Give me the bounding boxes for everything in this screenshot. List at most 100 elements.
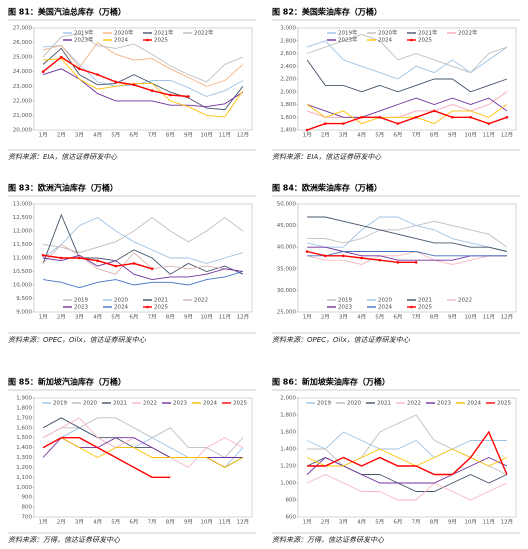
y-tick-label: 1,000 (16, 485, 32, 491)
series-marker (396, 261, 400, 264)
legend-label: 2025 (497, 401, 511, 407)
x-tick-label: 2月 (57, 314, 66, 321)
x-tick-label: 9月 (184, 314, 193, 321)
x-tick-label: 12月 (237, 314, 250, 321)
x-tick-label: 3月 (75, 132, 84, 139)
plot-frame (297, 397, 517, 518)
x-tick-label: 7月 (412, 519, 421, 526)
legend-label: 2023 (173, 401, 187, 407)
series-marker (59, 55, 63, 59)
x-tick-label: 2月 (321, 132, 330, 139)
legend-label: 2024 (378, 38, 392, 44)
x-tick-label: 3月 (339, 519, 348, 526)
legend-label: 2025 (418, 38, 432, 44)
series-marker (505, 115, 509, 119)
x-tick-label: 3月 (75, 314, 84, 321)
y-tick-label: 20,000 (13, 128, 33, 134)
y-tick-label: 45,000 (277, 223, 297, 229)
legend-marker (410, 38, 413, 42)
x-tick-label: 12月 (501, 519, 514, 526)
y-tick-label: 1,800 (280, 413, 296, 419)
x-tick-label: 10月 (464, 519, 477, 526)
x-tick-label: 5月 (375, 519, 384, 526)
series-line (306, 40, 508, 80)
series-marker (360, 256, 363, 260)
x-tick-label: 6月 (393, 519, 402, 526)
x-tick-label: 4月 (357, 519, 366, 526)
x-tick-label: 11月 (483, 132, 496, 139)
x-tick-label: 4月 (93, 519, 102, 526)
legend-label: 2021 (418, 298, 432, 304)
series-line (306, 456, 508, 484)
x-tick-label: 12月 (501, 132, 514, 139)
x-tick-label: 9月 (448, 519, 457, 526)
y-tick-label: 24,000 (13, 69, 33, 75)
x-tick-label: 5月 (375, 132, 384, 139)
series-marker (432, 109, 436, 113)
legend-label: 2021 (377, 401, 391, 407)
x-tick-label: 5月 (111, 519, 120, 526)
y-tick-label: 30,000 (277, 288, 297, 294)
series-marker (187, 95, 190, 98)
x-tick-label: 11月 (219, 314, 232, 321)
legend-label: 2020 (378, 298, 392, 304)
series-line (43, 271, 244, 289)
series-line (42, 33, 244, 83)
series-marker (305, 250, 309, 253)
x-tick-label: 3月 (339, 132, 348, 139)
series-line (43, 216, 244, 254)
legend-label: 2025 (154, 305, 168, 311)
y-tick-label: 1,600 (16, 425, 32, 431)
x-tick-label: 8月 (430, 132, 439, 139)
series-marker (78, 256, 81, 260)
series-line (306, 110, 508, 131)
y-tick-label: 22,000 (13, 98, 33, 104)
series-marker (396, 122, 400, 125)
x-tick-label: 4月 (93, 314, 102, 321)
series-line (306, 448, 508, 467)
series-line (306, 474, 508, 501)
x-tick-label: 11月 (219, 132, 232, 139)
series-marker (323, 254, 327, 258)
x-tick-label: 1月 (39, 519, 48, 526)
panel-title: 图 86：新加坡柴油库存（万桶） (272, 377, 390, 387)
y-tick-label: 2,200 (280, 77, 296, 83)
legend-label: 2021 (154, 298, 168, 304)
source-note: 资料来源：OPEC，Oilx，信达证券研发中心 (8, 336, 147, 344)
x-tick-label: 1月 (303, 314, 312, 321)
series-marker (305, 128, 309, 132)
legend-label: 2023年 (74, 36, 94, 44)
x-tick-label: 10月 (200, 132, 213, 139)
y-tick-label: 2,000 (280, 89, 296, 95)
x-tick-label: 6月 (129, 314, 138, 321)
legend-label: 2025 (418, 305, 432, 311)
legend-label: 2020年 (114, 29, 134, 37)
plot-frame (297, 203, 517, 313)
series-marker (342, 254, 345, 258)
x-tick-label: 4月 (93, 132, 102, 139)
y-tick-label: 2,800 (280, 38, 296, 44)
y-tick-label: 13,000 (13, 202, 33, 208)
y-tick-label: 26,000 (13, 40, 33, 46)
x-tick-label: 4月 (357, 132, 366, 139)
legend-label: 2022 (143, 401, 157, 407)
x-tick-label: 9月 (184, 519, 193, 526)
legend-label: 2019年 (338, 29, 358, 37)
x-tick-label: 1月 (39, 132, 48, 139)
y-tick-label: 21,000 (13, 113, 33, 119)
series-marker (469, 115, 472, 119)
x-tick-label: 4月 (357, 314, 366, 321)
y-tick-label: 10,000 (13, 283, 33, 289)
x-tick-label: 1月 (39, 314, 48, 321)
x-tick-label: 7月 (412, 132, 421, 139)
legend-label: 2023 (437, 401, 451, 407)
legend-label: 2022年 (458, 29, 478, 37)
x-tick-label: 9月 (448, 132, 457, 139)
source-note: 资料来源：万得，信达证券研发中心 (272, 536, 385, 544)
legend-label: 2024 (114, 38, 128, 44)
y-tick-label: 40,000 (277, 245, 297, 251)
y-tick-label: 12,500 (13, 215, 33, 221)
panel-title: 图 85：新加坡汽油库存（万桶） (8, 377, 126, 387)
series-line (306, 431, 507, 459)
x-tick-label: 9月 (184, 132, 193, 139)
